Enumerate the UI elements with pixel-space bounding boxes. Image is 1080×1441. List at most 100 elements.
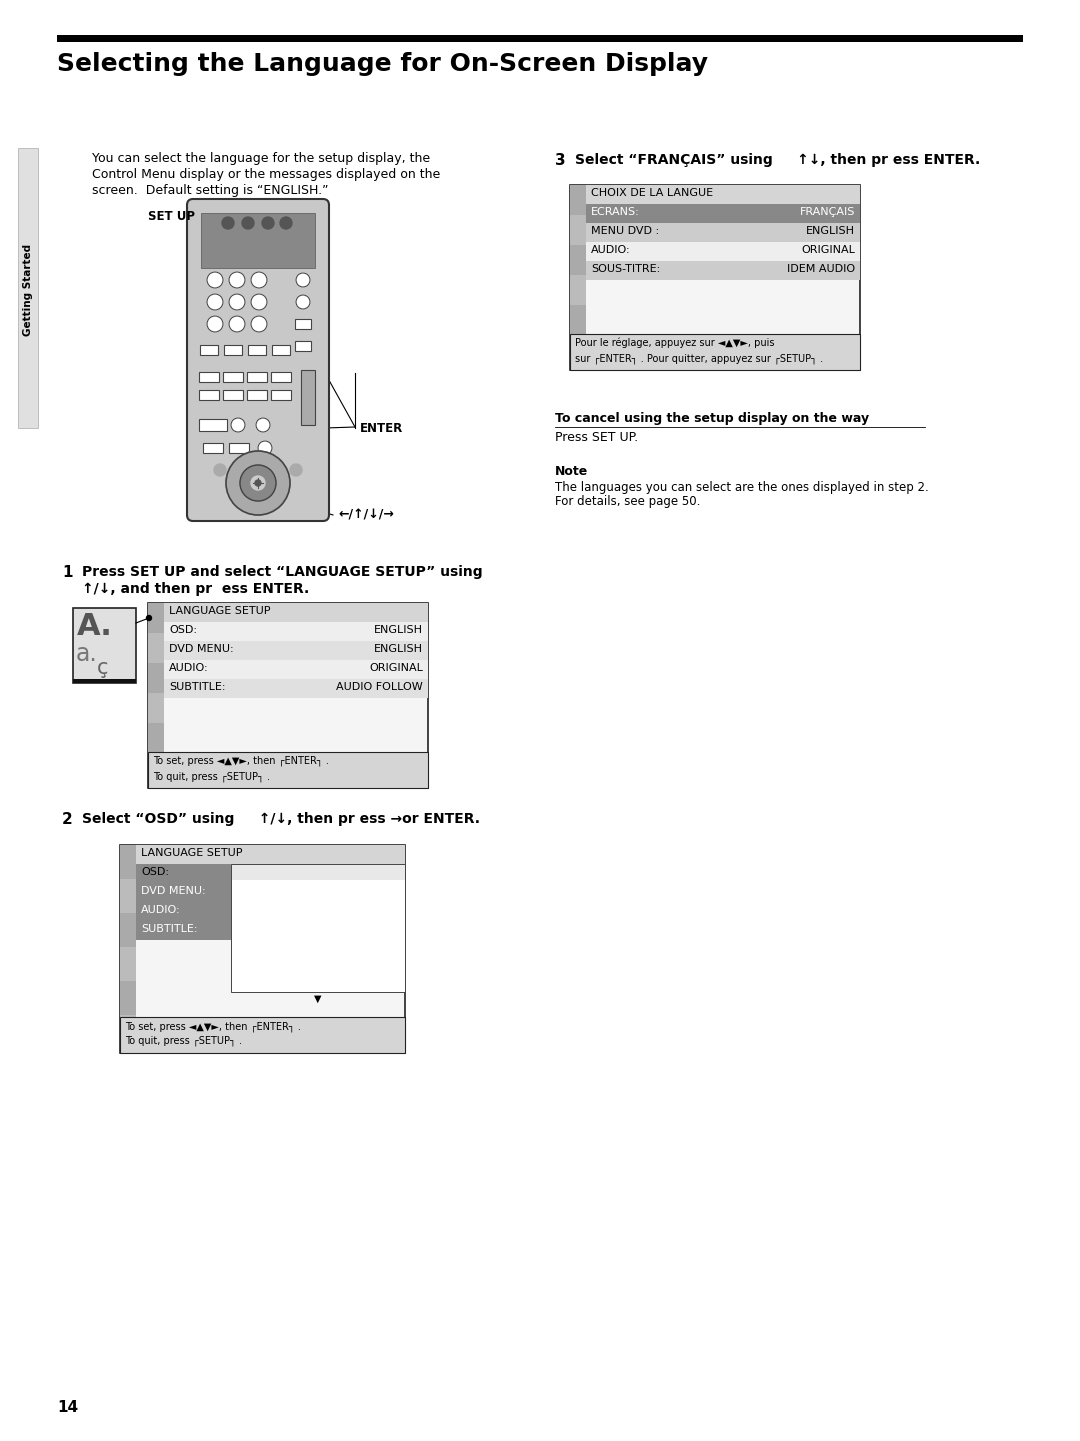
Bar (73, 679, 136, 683)
Text: SOUS-TITRE:: SOUS-TITRE: (591, 264, 660, 274)
Text: A.: A. (77, 612, 113, 641)
Text: 2: 2 (234, 277, 240, 285)
Bar (295, 342, 311, 352)
Text: ENTER: ENTER (360, 422, 403, 435)
Text: Press SET UP.: Press SET UP. (555, 431, 638, 444)
Bar (570, 334, 860, 370)
Text: 4: 4 (213, 298, 218, 307)
Text: AUDIO:: AUDIO: (141, 905, 180, 915)
Bar (148, 663, 164, 693)
Text: screen.  Default setting is “ENGLISH.”: screen. Default setting is “ENGLISH.” (92, 184, 328, 197)
Bar (231, 976, 405, 991)
Text: ç: ç (97, 659, 108, 679)
Bar (199, 391, 219, 401)
Bar (570, 184, 586, 215)
Text: DEUTSCH: DEUTSCH (351, 898, 401, 908)
Bar (120, 981, 136, 1014)
Bar (18, 148, 38, 428)
Text: To quit, press ┌SETUP┐ .: To quit, press ┌SETUP┐ . (153, 771, 270, 781)
Bar (201, 213, 315, 268)
Circle shape (251, 294, 267, 310)
Text: ESPAÑOL: ESPAÑOL (353, 929, 401, 940)
Text: DVD MENU:: DVD MENU: (141, 886, 205, 896)
Text: 2: 2 (62, 811, 72, 827)
Circle shape (291, 464, 302, 476)
Bar (248, 344, 266, 354)
Bar (199, 372, 219, 382)
Bar (164, 679, 428, 697)
Text: 3: 3 (256, 277, 261, 285)
Bar (120, 879, 136, 914)
Bar (301, 370, 315, 425)
Text: DANSK: DANSK (365, 963, 401, 973)
Text: 1: 1 (213, 277, 218, 285)
Bar (231, 865, 405, 991)
Bar (570, 305, 586, 334)
Circle shape (229, 294, 245, 310)
Text: ORIGINAL: ORIGINAL (369, 663, 423, 673)
Text: OSD:: OSD: (168, 625, 197, 635)
Circle shape (258, 441, 272, 455)
Bar (231, 880, 405, 896)
Bar (120, 914, 136, 947)
Text: NEDERLANDS: NEDERLANDS (329, 945, 401, 955)
Bar (295, 318, 311, 329)
Circle shape (256, 418, 270, 432)
Bar (120, 1014, 136, 1049)
Circle shape (229, 316, 245, 331)
Text: ENGLISH: ENGLISH (374, 644, 423, 654)
Bar (148, 602, 164, 633)
Bar (120, 947, 136, 981)
Text: ENGLISH: ENGLISH (355, 866, 401, 876)
Text: SUBTITLE:: SUBTITLE: (141, 924, 198, 934)
Bar (231, 896, 405, 912)
Bar (231, 912, 405, 928)
Text: Control Menu display or the messages displayed on the: Control Menu display or the messages dis… (92, 169, 441, 182)
Bar (222, 372, 243, 382)
Text: DVD MENU:: DVD MENU: (168, 644, 233, 654)
Text: 8: 8 (234, 320, 240, 330)
Circle shape (280, 218, 292, 229)
FancyBboxPatch shape (187, 199, 329, 522)
Circle shape (255, 480, 261, 486)
Text: 1: 1 (62, 565, 72, 579)
Text: sur ┌ENTER┐ . Pour quitter, appuyez sur ┌SETUP┐ .: sur ┌ENTER┐ . Pour quitter, appuyez sur … (575, 353, 823, 363)
Circle shape (229, 272, 245, 288)
Text: You can select the language for the setup display, the: You can select the language for the setu… (92, 151, 430, 166)
Circle shape (296, 295, 310, 308)
Text: ENGLISH: ENGLISH (806, 226, 855, 236)
Circle shape (207, 272, 222, 288)
Circle shape (296, 272, 310, 287)
Bar (164, 602, 428, 623)
Bar (136, 883, 231, 902)
Text: ENGLISH: ENGLISH (351, 867, 400, 878)
Bar (570, 184, 860, 370)
Bar (247, 372, 267, 382)
Bar (164, 660, 428, 679)
Circle shape (242, 218, 254, 229)
Text: ITALIANO: ITALIANO (353, 914, 401, 924)
Bar (231, 960, 405, 976)
Bar (164, 623, 428, 641)
Text: 6: 6 (256, 298, 261, 307)
Bar (586, 223, 860, 242)
Bar (231, 944, 405, 960)
Text: OSD:: OSD: (141, 867, 168, 878)
Text: ENGLISH: ENGLISH (374, 625, 423, 635)
Bar (231, 928, 405, 944)
Bar (120, 1017, 405, 1053)
Circle shape (262, 218, 274, 229)
Circle shape (251, 476, 265, 490)
Bar (148, 693, 164, 723)
Text: SVENSKA: SVENSKA (353, 978, 401, 989)
Circle shape (207, 316, 222, 331)
Circle shape (226, 451, 291, 514)
Text: ↑/↓, and then pr  ess ENTER.: ↑/↓, and then pr ess ENTER. (82, 582, 309, 597)
Bar (570, 215, 586, 245)
Text: To quit, press ┌SETUP┐ .: To quit, press ┌SETUP┐ . (125, 1036, 242, 1046)
Circle shape (214, 464, 226, 476)
Bar (148, 752, 428, 788)
Bar (199, 419, 227, 431)
Bar (120, 844, 405, 1053)
Text: Note: Note (555, 465, 589, 478)
